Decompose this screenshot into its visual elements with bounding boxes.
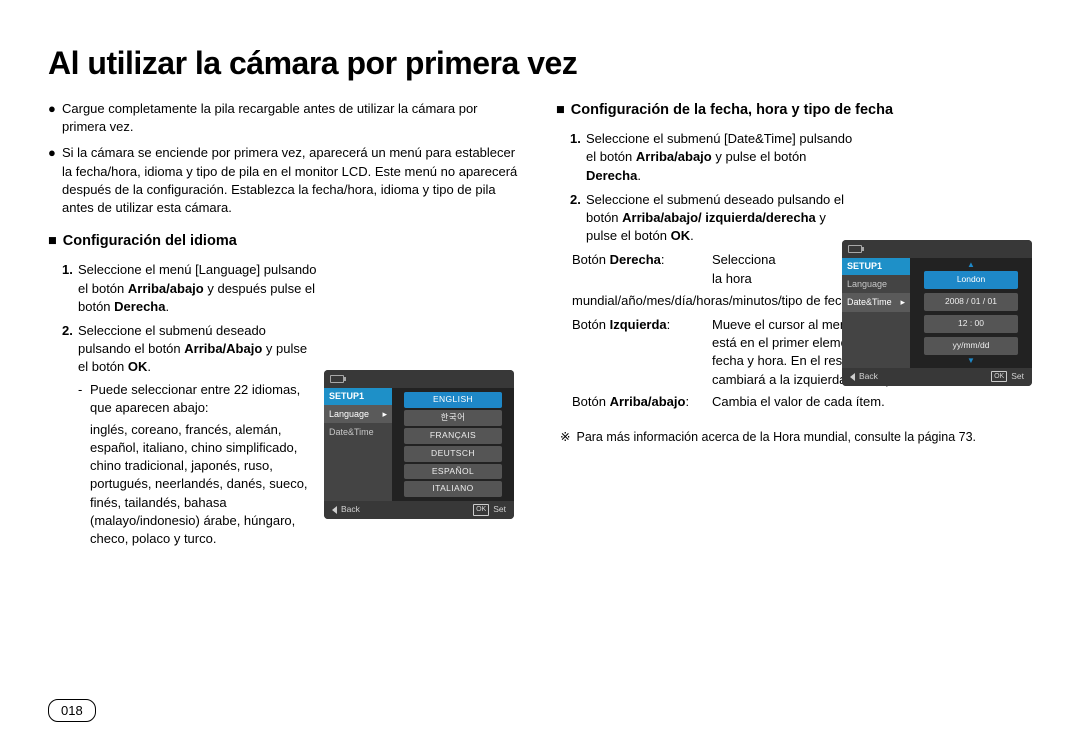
lcd-options-pane: ENGLISH 한국어 FRANÇAIS DEUTSCH ESPAÑOL ITA… [392,388,514,501]
lcd-option: 12 : 00 [924,315,1018,333]
battery-icon [330,375,344,383]
bullet-icon: ● [48,100,62,136]
ok-icon: OK [991,371,1007,383]
right-column: ■Configuración de la fecha, hora y tipo … [556,100,1032,548]
lcd-menu-item: Language▸ [324,405,392,424]
left-column: ● Cargue completamente la pila recargabl… [48,100,524,548]
lcd-option: ENGLISH [404,392,502,408]
button-row: Botón Arriba/abajo: Cambia el valor de c… [572,393,1032,411]
section-heading-date: ■Configuración de la fecha, hora y tipo … [556,100,1032,120]
step-item: Seleccione el submenú deseado pulsando e… [62,322,318,417]
asterisk-icon: ※ [560,430,570,444]
lcd-option: ESPAÑOL [404,464,502,480]
lcd-statusbar [842,240,1032,258]
intro-text-2: Si la cámara se enciende por primera vez… [62,144,524,217]
bullet-icon: ● [48,144,62,217]
ok-icon: OK [473,504,489,516]
lcd-statusbar [324,370,514,388]
battery-icon [848,245,862,253]
button-label: Botón Arriba/abajo: [572,393,712,411]
lcd-option: FRANÇAIS [404,428,502,444]
page-title: Al utilizar la cámara por primera vez [48,45,1032,82]
lcd-options-pane: ▲ London 2008 / 01 / 01 12 : 00 yy/mm/dd… [910,258,1032,368]
intro-list: ● Cargue completamente la pila recargabl… [48,100,524,217]
triangle-down-icon: ▼ [914,357,1028,365]
triangle-up-icon: ▲ [914,261,1028,269]
lcd-option: 한국어 [404,410,502,426]
lcd-footer: Back OKSet [842,368,1032,386]
lcd-option: yy/mm/dd [924,337,1018,355]
lcd-menu-item: Language [842,275,910,294]
lcd-option: ITALIANO [404,481,502,497]
sub-item: Puede seleccionar entre 22 idiomas, que … [78,381,318,417]
lcd-option: London [924,271,1018,289]
intro-bullet: ● Cargue completamente la pila recargabl… [48,100,524,136]
lcd-menu-header: SETUP1 [842,258,910,275]
section-heading-language: ■Configuración del idioma [48,231,524,251]
lcd-menu-item: Date&Time▸ [842,293,910,312]
square-icon: ■ [48,233,57,249]
chevron-right-icon: ▸ [900,296,905,309]
lcd-option: 2008 / 01 / 01 [924,293,1018,311]
chevron-right-icon: ▸ [382,408,387,421]
lcd-menu-pane: SETUP1 Language▸ Date&Time [324,388,392,501]
step-item: Seleccione el submenú [Date&Time] pulsan… [570,130,856,185]
lcd-option: DEUTSCH [404,446,502,462]
intro-text-1: Cargue completamente la pila recargable … [62,100,524,136]
lcd-footer: Back OKSet [324,501,514,519]
languages-list: inglés, coreano, francés, alemán, españo… [48,421,318,548]
back-arrow-icon [332,506,337,514]
steps-left: Seleccione el menú [Language] pulsando e… [48,261,318,548]
button-value: Cambia el valor de cada ítem. [712,393,1032,411]
button-label: Botón Izquierda: [572,316,712,389]
lcd-menu-pane: SETUP1 Language Date&Time▸ [842,258,910,368]
intro-bullet: ● Si la cámara se enciende por primera v… [48,144,524,217]
content-columns: ● Cargue completamente la pila recargabl… [48,100,1032,548]
page-number: 018 [48,699,96,722]
button-label: Botón Derecha: [572,251,712,287]
step-item: Seleccione el submenú deseado pulsando e… [570,191,856,246]
lcd-datetime-screenshot: SETUP1 Language Date&Time▸ ▲ London 2008… [842,240,1032,386]
lcd-menu-header: SETUP1 [324,388,392,405]
footnote: ※Para más información acerca de la Hora … [560,429,1032,447]
back-arrow-icon [850,373,855,381]
square-icon: ■ [556,102,565,118]
lcd-language-screenshot: SETUP1 Language▸ Date&Time ENGLISH 한국어 F… [324,370,514,519]
step-item: Seleccione el menú [Language] pulsando e… [62,261,318,316]
steps-right: Seleccione el submenú [Date&Time] pulsan… [556,130,856,245]
lcd-menu-item: Date&Time [324,423,392,442]
